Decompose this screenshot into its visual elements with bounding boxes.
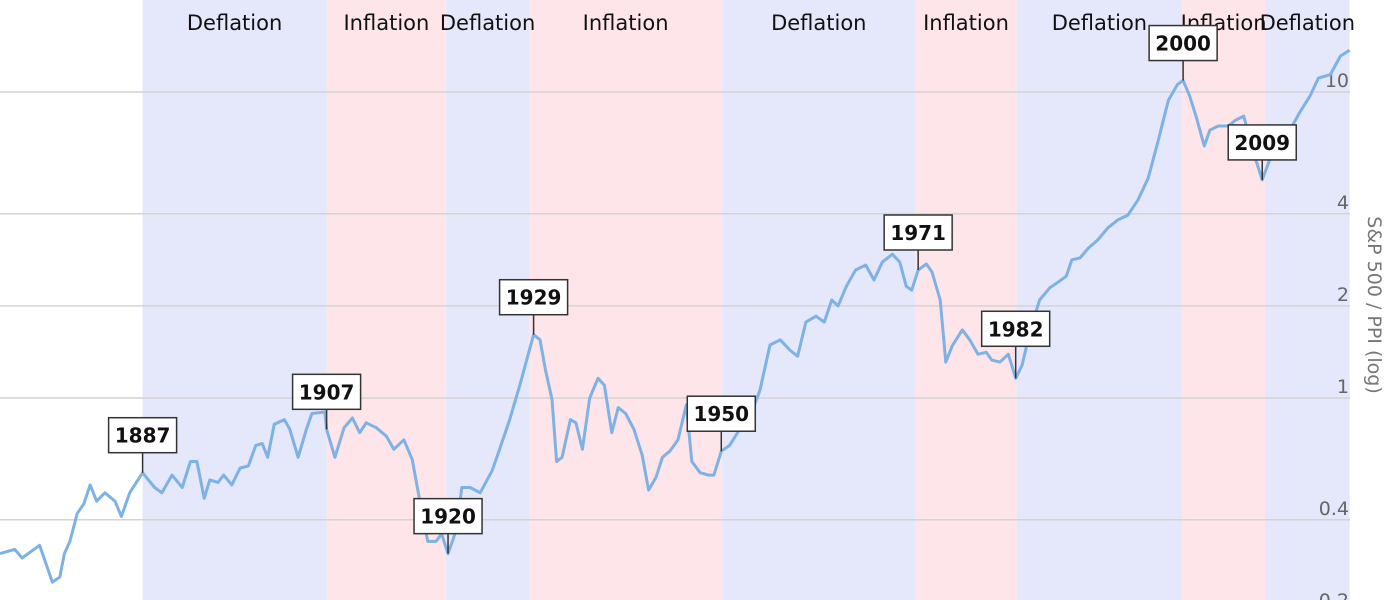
- y-tick-label: 2: [1337, 284, 1349, 306]
- callout-box: [883, 214, 953, 251]
- callout-label: 1929: [506, 286, 562, 310]
- y-tick-label: 0.2: [1319, 590, 1349, 600]
- gridlines: [0, 91, 1350, 521]
- callout-box: [980, 310, 1051, 348]
- callout-box: [413, 497, 483, 535]
- regime-band-inflation: [1182, 0, 1265, 600]
- regime-label: Deflation: [1052, 11, 1147, 35]
- regime-label: Inflation: [583, 11, 669, 35]
- series-line: [0, 48, 1351, 584]
- callout-box: [686, 395, 757, 432]
- regime-label: Inflation: [343, 11, 429, 35]
- regime-band-deflation: [722, 0, 916, 600]
- regime-band-inflation: [915, 0, 1017, 600]
- regime-label: Deflation: [771, 11, 866, 35]
- regime-band-deflation: [1016, 0, 1183, 600]
- y-tick-label: 4: [1337, 192, 1349, 214]
- callout-1887: 1887: [107, 416, 178, 473]
- y-tick-label: 1: [1337, 376, 1349, 398]
- callout-box: [498, 278, 569, 316]
- callout-label: 1907: [299, 380, 355, 404]
- callout-label: 1971: [890, 221, 946, 245]
- regime-bands: [142, 0, 1350, 600]
- y-axis-title: S&P 500 / PPI (log): [1363, 216, 1385, 393]
- callout-1929: 1929: [498, 278, 569, 335]
- year-callouts: 1887 1907 1920 1929 1950 1971 1982 2000 2009: [107, 24, 1297, 554]
- regime-labels: Deflation Inflation Deflation Inflation Defl…: [187, 11, 1355, 35]
- y-tick-label: 10: [1325, 70, 1349, 92]
- callout-label: 1950: [693, 402, 749, 426]
- callout-1950: 1950: [686, 395, 757, 452]
- regime-band-deflation: [142, 0, 327, 600]
- callout-1907: 1907: [291, 373, 362, 430]
- callout-label: 2009: [1234, 131, 1290, 155]
- callout-1971: 1971: [883, 214, 953, 270]
- callout-box: [1148, 24, 1218, 62]
- regime-label: Deflation: [440, 11, 535, 35]
- callout-2000: 2000: [1148, 24, 1218, 81]
- callout-label: 2000: [1155, 32, 1211, 56]
- callout-box: [1227, 124, 1297, 161]
- callout-label: 1887: [115, 424, 171, 448]
- callout-1920: 1920: [413, 497, 483, 554]
- callout-label: 1920: [420, 505, 476, 529]
- regime-label: Deflation: [187, 11, 282, 35]
- callout-box: [291, 373, 362, 411]
- callout-1982: 1982: [980, 310, 1051, 379]
- regime-label: Deflation: [1260, 11, 1355, 35]
- y-tick-label: 0.4: [1319, 498, 1349, 520]
- regime-label: Inflation: [923, 11, 1009, 35]
- y-axis-ticks: 0.2 0.4 1 2 4 10: [1319, 70, 1349, 600]
- callout-box: [107, 416, 178, 454]
- callout-2009: 2009: [1227, 124, 1297, 180]
- callout-label: 1982: [988, 317, 1044, 341]
